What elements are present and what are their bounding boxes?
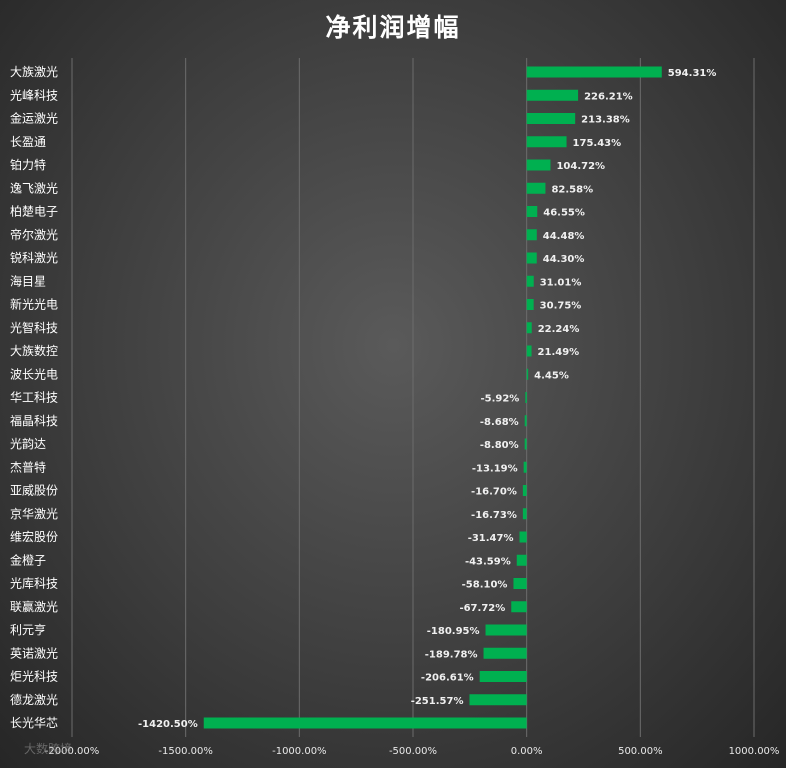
bar — [526, 206, 538, 217]
bar — [511, 601, 527, 613]
category-label: 光峰科技 — [10, 88, 58, 102]
data-label: -31.47% — [468, 533, 514, 544]
category-label: 福晶科技 — [10, 413, 58, 428]
data-label: 104.72% — [556, 161, 605, 172]
data-label: -1420.50% — [138, 719, 198, 730]
data-label: -16.73% — [471, 510, 517, 521]
category-label: 铂力特 — [10, 157, 46, 172]
bar — [513, 578, 527, 589]
category-label: 德龙激光 — [10, 692, 58, 707]
watermark-text: 大数跨境 — [24, 742, 73, 756]
category-label: 光韵达 — [10, 436, 46, 451]
category-label: 维宏股份 — [10, 529, 58, 544]
data-label: -16.70% — [471, 487, 517, 498]
category-label: 炬光科技 — [10, 670, 58, 684]
category-label: 金运激光 — [10, 111, 58, 126]
data-label: -58.10% — [462, 580, 508, 591]
bar — [519, 531, 527, 543]
category-label: 大族数控 — [10, 343, 58, 358]
bar — [526, 229, 537, 241]
bar — [479, 671, 527, 682]
category-label: 锐科激光 — [10, 251, 58, 265]
bar — [526, 136, 567, 148]
bar — [522, 508, 527, 520]
data-label: 226.21% — [584, 91, 633, 102]
bar — [526, 299, 534, 310]
data-label: -43.59% — [465, 556, 511, 567]
bar — [525, 392, 527, 403]
category-label: 逸飞激光 — [10, 181, 58, 195]
chart-title: 净利润增幅 — [325, 13, 461, 42]
data-label: -206.61% — [421, 673, 474, 684]
data-label: -13.19% — [472, 463, 518, 474]
data-label: -180.95% — [427, 626, 480, 637]
bar — [522, 485, 527, 496]
x-tick-label: 1000.00% — [729, 746, 780, 757]
x-tick-label: 500.00% — [618, 746, 663, 757]
x-tick-label: -1000.00% — [272, 746, 326, 757]
bar — [526, 159, 551, 171]
bar — [526, 275, 534, 287]
data-label: 44.30% — [543, 254, 585, 265]
category-label: 亚威股份 — [10, 484, 58, 498]
category-label: 长光华芯 — [10, 716, 58, 730]
category-label: 利元亨 — [10, 622, 46, 637]
bar — [524, 415, 527, 427]
category-label: 柏楚电子 — [10, 204, 58, 219]
data-label: -8.80% — [480, 440, 519, 451]
bar — [526, 66, 662, 78]
data-label: 46.55% — [543, 208, 585, 219]
category-label: 杰普特 — [10, 459, 46, 474]
data-label: 213.38% — [581, 115, 630, 126]
bar — [526, 252, 537, 264]
category-label: 光智科技 — [10, 320, 58, 335]
category-label: 海目星 — [10, 273, 46, 288]
category-label: 长盈通 — [10, 135, 46, 149]
bar — [526, 182, 546, 194]
data-label: 44.48% — [543, 231, 585, 242]
bar — [469, 694, 527, 706]
bar — [483, 647, 527, 659]
bar — [526, 113, 576, 124]
category-label: 京华激光 — [10, 507, 58, 521]
category-label: 光库科技 — [10, 576, 58, 591]
x-tick-label: -2000.00% — [45, 746, 99, 757]
bar — [526, 322, 532, 334]
bar — [526, 345, 532, 357]
category-label: 联赢激光 — [10, 599, 58, 614]
data-label: 4.45% — [534, 370, 569, 381]
bar — [524, 438, 527, 450]
category-label: 帝尔激光 — [10, 227, 58, 242]
x-tick-label: 0.00% — [511, 746, 543, 757]
bar — [203, 717, 527, 729]
data-label: 175.43% — [573, 138, 622, 149]
data-label: -5.92% — [480, 394, 519, 405]
data-label: 82.58% — [551, 184, 593, 195]
bar — [516, 554, 527, 566]
category-label: 大族激光 — [10, 65, 58, 79]
category-label: 英诺激光 — [10, 646, 58, 660]
data-label: 21.49% — [538, 347, 580, 358]
x-tick-label: -1500.00% — [158, 746, 212, 757]
data-label: -189.78% — [425, 649, 478, 660]
category-label: 金橙子 — [10, 552, 46, 567]
bar — [526, 368, 529, 380]
data-label: 30.75% — [540, 301, 582, 312]
bar — [526, 89, 579, 101]
category-label: 新光光电 — [10, 297, 58, 312]
data-label: -67.72% — [459, 603, 505, 614]
data-label: 31.01% — [540, 277, 582, 288]
category-label: 华工科技 — [10, 391, 58, 405]
data-label: -251.57% — [411, 696, 464, 707]
data-label: -8.68% — [480, 417, 519, 428]
data-label: 594.31% — [668, 68, 717, 79]
data-label: 22.24% — [538, 324, 580, 335]
bar — [485, 624, 527, 636]
x-tick-label: -500.00% — [389, 746, 437, 757]
category-label: 波长光电 — [10, 367, 58, 381]
bar — [523, 461, 527, 473]
